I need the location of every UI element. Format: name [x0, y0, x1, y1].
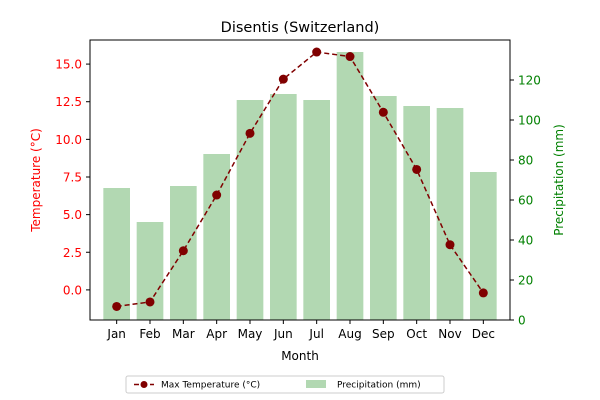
right-y-axis: 0 20 40 60 80 100 120 [510, 74, 541, 328]
right-tick-label: 0 [518, 314, 526, 328]
x-axis: Jan Feb Mar Apr May Jun Jul Aug Sep Oct Nov Dec [106, 320, 495, 341]
left-tick-label: 7.5 [63, 170, 82, 184]
left-y-axis: 0.0 2.5 5.0 7.5 10.0 12.5 15.0 [55, 58, 90, 297]
temperature-point [478, 288, 488, 298]
left-axis-label: Temperature (°C) [29, 128, 43, 233]
legend-marker-swatch [140, 381, 148, 388]
temperature-point [178, 246, 188, 256]
x-tick-label: Jan [106, 327, 126, 341]
precipitation-bar [403, 106, 430, 320]
plot-frame [89, 39, 511, 321]
x-tick-label: Nov [438, 327, 461, 341]
right-tick-label: 120 [518, 74, 541, 88]
legend-bar-swatch [306, 380, 326, 388]
legend-label-precipitation: Precipitation (mm) [337, 381, 421, 391]
right-tick-label: 100 [518, 114, 541, 128]
precipitation-bar [203, 154, 230, 320]
right-tick-label: 40 [518, 234, 533, 248]
x-tick-label: Sep [372, 327, 395, 341]
right-axis-label: Precipitation (mm) [552, 124, 566, 236]
temperature-point [145, 297, 155, 307]
x-tick-label: Apr [206, 327, 227, 341]
temperature-point [245, 128, 255, 138]
x-tick-label: Dec [472, 327, 495, 341]
temperature-point [345, 52, 355, 62]
temperature-point [445, 240, 455, 250]
x-axis-label: Month [281, 349, 319, 363]
legend-label-temperature: Max Temperature (°C) [161, 381, 260, 391]
temperature-point [412, 164, 422, 174]
right-tick-label: 80 [518, 154, 533, 168]
temperature-point [378, 107, 388, 117]
precipitation-bars [103, 52, 497, 320]
chart-title: Disentis (Switzerland) [221, 20, 380, 36]
temperature-point [278, 74, 288, 84]
precipitation-bar [303, 100, 330, 320]
precipitation-bar [470, 172, 497, 320]
precipitation-bar [370, 96, 397, 320]
x-tick-label: Jun [273, 327, 293, 341]
temperature-point [112, 301, 122, 311]
temperature-line-path [116, 51, 484, 308]
precipitation-bar [103, 188, 130, 320]
legend-frame [125, 375, 445, 394]
x-tick-label: May [238, 327, 263, 341]
left-tick-label: 15.0 [55, 58, 82, 72]
left-tick-label: 10.0 [55, 133, 82, 147]
x-tick-label: Oct [406, 327, 427, 341]
x-tick-label: Aug [338, 327, 361, 341]
precipitation-bar [336, 52, 364, 320]
temperature-line [112, 47, 488, 311]
x-tick-label: Mar [172, 327, 195, 341]
temperature-point [212, 190, 222, 200]
left-tick-label: 0.0 [63, 283, 82, 297]
precipitation-bar [270, 94, 297, 320]
left-tick-label: 12.5 [55, 95, 82, 109]
x-tick-label: Jul [308, 327, 323, 341]
precipitation-bar [436, 108, 464, 320]
right-tick-label: 60 [518, 194, 533, 208]
legend: Max Temperature (°C) Precipitation (mm) [125, 375, 445, 394]
left-tick-label: 2.5 [63, 246, 82, 260]
temperature-point [312, 47, 322, 57]
right-tick-label: 20 [518, 274, 533, 288]
x-tick-label: Feb [139, 327, 160, 341]
left-tick-label: 5.0 [63, 208, 82, 222]
